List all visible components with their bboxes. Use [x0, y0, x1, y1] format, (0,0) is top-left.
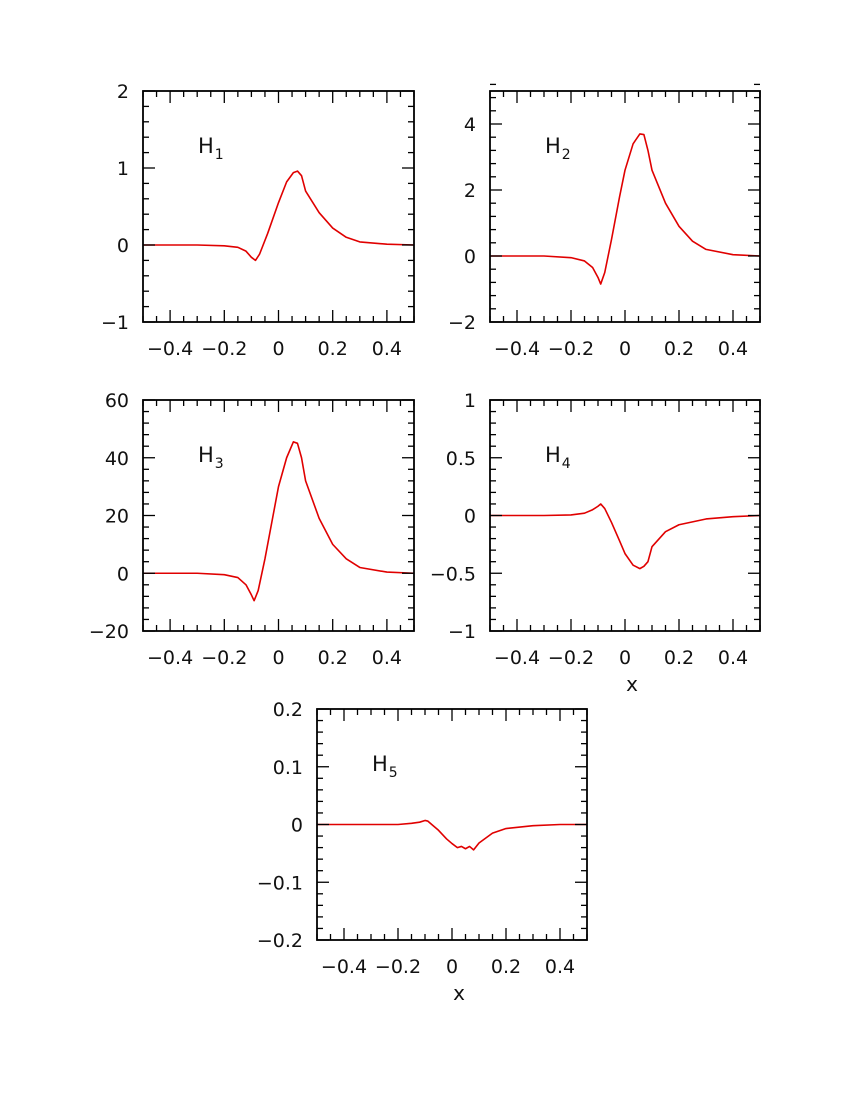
y-tick-label: 0 — [464, 246, 476, 268]
panel-title: H3 — [198, 443, 224, 472]
x-tick-label: −0.4 — [147, 647, 193, 669]
series-line — [317, 819, 587, 851]
x-tick-label: 0 — [619, 338, 631, 360]
x-axis-label: x — [626, 672, 638, 696]
plot-frame — [489, 90, 761, 323]
panel-title: H1 — [198, 134, 224, 163]
y-tick-label: −20 — [89, 621, 129, 643]
x-tick-label: −0.2 — [375, 956, 421, 978]
y-tick-label: 2 — [464, 180, 476, 202]
y-tick-label: 20 — [105, 506, 129, 528]
panel-4: −0.4 −0.2 0 0.2 0.4 −1 −0.5 0 0.5 1 H4 x — [430, 390, 761, 696]
panel-2: −0.4 −0.2 0 0.2 0.4 −2 0 2 4 H2 — [448, 83, 761, 360]
y-tick-label: 0 — [117, 235, 129, 257]
y-tick-label: 2 — [117, 81, 129, 103]
y-tick-label: 40 — [105, 448, 129, 470]
x-tick-label: −0.4 — [321, 956, 367, 978]
plot-frame — [142, 399, 415, 632]
x-tick-label: 0.4 — [718, 338, 748, 360]
x-tick-label: 0.4 — [545, 956, 575, 978]
panel-3: −0.4 −0.2 0 0.2 0.4 −20 0 20 40 60 H3 — [89, 390, 415, 669]
y-tick-label: 0.5 — [446, 448, 476, 470]
x-tick-label: 0.2 — [491, 956, 521, 978]
plot-frame — [142, 90, 415, 323]
y-tick-label: 0 — [291, 815, 303, 837]
x-tick-label: −0.2 — [201, 338, 247, 360]
x-tick-label: −0.4 — [494, 338, 540, 360]
x-tick-label: 0.2 — [318, 338, 348, 360]
y-tick-label: 4 — [464, 114, 476, 136]
y-tick-label: 0 — [464, 506, 476, 528]
y-tick-label: −0.5 — [430, 563, 476, 585]
series-line — [490, 503, 761, 570]
x-tick-label: 0.4 — [372, 338, 402, 360]
y-tick-label: 0.2 — [273, 699, 303, 721]
x-tick-label: 0.4 — [372, 647, 402, 669]
x-tick-label: 0.4 — [718, 647, 748, 669]
x-tick-label: −0.4 — [494, 647, 540, 669]
x-tick-label: −0.2 — [201, 647, 247, 669]
panel-title: H4 — [545, 443, 571, 472]
x-tick-label: −0.2 — [548, 647, 594, 669]
y-tick-label: 1 — [464, 390, 476, 412]
x-tick-label: 0 — [446, 956, 458, 978]
panel-title: H5 — [372, 752, 398, 781]
y-tick-label: 0.1 — [273, 757, 303, 779]
x-tick-label: −0.2 — [548, 338, 594, 360]
x-tick-label: 0.2 — [664, 338, 694, 360]
y-tick-label: −0.1 — [257, 872, 303, 894]
x-tick-label: 0 — [272, 647, 284, 669]
panel-5: −0.4 −0.2 0 0.2 0.4 −0.2 −0.1 0 0.1 0.2 H5 x — [257, 699, 588, 1005]
x-axis-label: x — [453, 981, 465, 1005]
x-tick-label: 0 — [619, 647, 631, 669]
y-tick-label: −0.2 — [257, 930, 303, 952]
series-line — [490, 133, 761, 285]
y-tick-label: −1 — [448, 621, 476, 643]
series-line — [143, 441, 415, 602]
y-tick-label: 1 — [117, 158, 129, 180]
y-tick-label: −1 — [101, 312, 129, 334]
y-tick-label: 60 — [105, 390, 129, 412]
y-tick-label: 0 — [117, 563, 129, 585]
panel-1: −0.4 −0.2 0 0.2 0.4 −1 0 1 2 H1 — [101, 81, 415, 360]
y-tick-label: −2 — [448, 312, 476, 334]
x-tick-label: 0.2 — [318, 647, 348, 669]
x-tick-label: 0 — [272, 338, 284, 360]
x-tick-label: −0.4 — [147, 338, 193, 360]
series-line — [143, 170, 415, 262]
panel-title: H2 — [545, 134, 571, 163]
x-tick-label: 0.2 — [664, 647, 694, 669]
